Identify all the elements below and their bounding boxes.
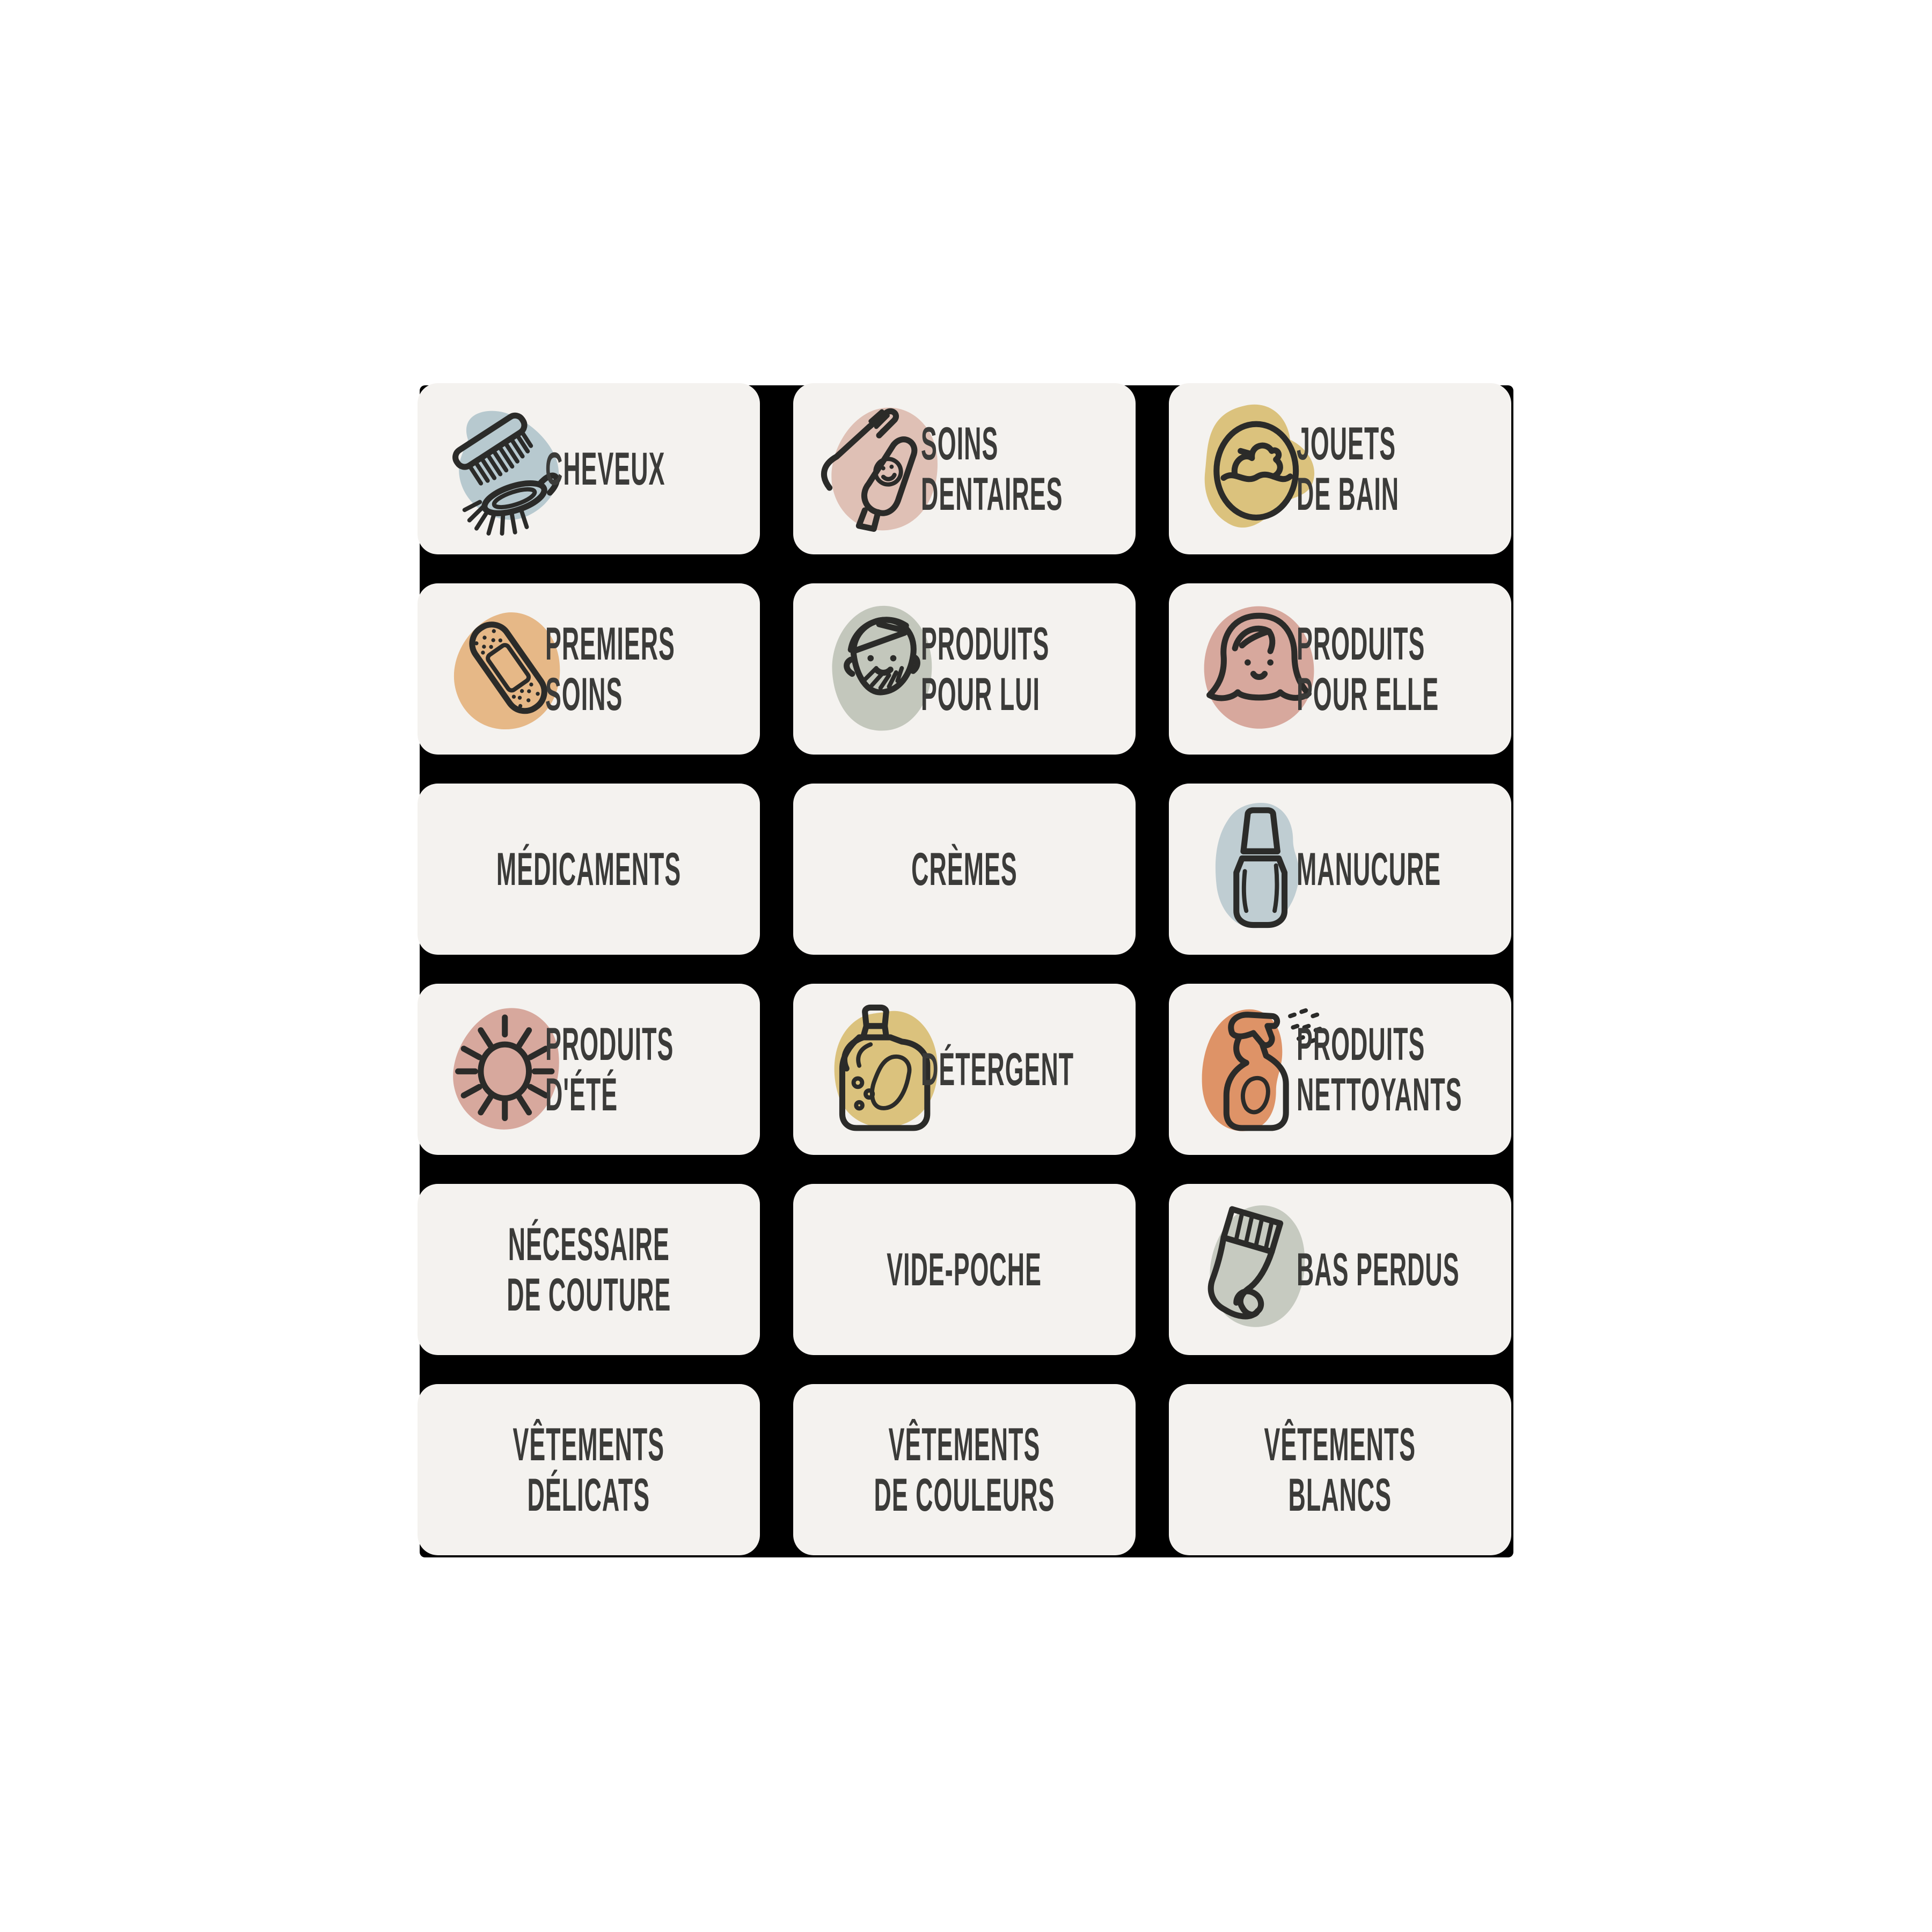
label-line: BLANCS (1288, 1469, 1392, 1521)
label-card-necessaire-de-couture: NÉCESSAIRE DE COUTURE (418, 1184, 760, 1355)
label-card-soins-dentaires: SOINS DENTAIRES (793, 383, 1136, 554)
label-card-medicaments: MÉDICAMENTS (418, 784, 760, 955)
label-line: PRODUITS (921, 618, 1050, 670)
card-label: PRODUITS POUR LUI (921, 583, 1126, 755)
label-line: MÉDICAMENTS (496, 843, 682, 895)
label-card-manucure: MANUCURE (1169, 784, 1511, 955)
label-card-jouets-de-bain: JOUETS DE BAIN (1169, 383, 1511, 554)
label-line: VÊTEMENTS (1264, 1418, 1416, 1470)
card-label: MANUCURE (1297, 784, 1502, 955)
card-label: PREMIERS SOINS (545, 583, 750, 755)
card-label: NÉCESSAIRE DE COUTURE (418, 1184, 760, 1355)
card-label: PRODUITS POUR ELLE (1297, 583, 1502, 755)
label-line: MANUCURE (1297, 843, 1441, 895)
spray-bottle-icon (1188, 994, 1330, 1143)
label-line: PRODUITS (545, 1018, 674, 1070)
label-line: DE COULEURS (874, 1469, 1055, 1521)
card-label: VÊTEMENTS DÉLICATS (418, 1384, 760, 1555)
card-label: VÊTEMENTS DE COULEURS (793, 1384, 1136, 1555)
card-label: JOUETS DE BAIN (1297, 383, 1502, 554)
label-line: DE COUTURE (506, 1269, 671, 1321)
label-line: PREMIERS (545, 618, 675, 670)
nail-polish-bottle-icon (1188, 794, 1330, 942)
label-line: CRÈMES (911, 843, 1018, 895)
card-label: BAS PERDUS (1297, 1184, 1502, 1355)
label-grid: CHEVEUX (418, 383, 1511, 1555)
label-line: DÉLICATS (527, 1469, 650, 1521)
label-line: PRODUITS (1297, 1018, 1425, 1070)
comb-and-hairbrush-icon (437, 394, 579, 542)
card-label: PRODUITS D'ÉTÉ (545, 984, 750, 1155)
card-label: CRÈMES (793, 784, 1136, 955)
label-line: PRODUITS (1297, 618, 1425, 670)
card-label: CHEVEUX (545, 383, 750, 554)
label-card-detergent: DÉTERGENT (793, 984, 1136, 1155)
label-line: POUR LUI (921, 668, 1040, 720)
card-label: PRODUITS NETTOYANTS (1297, 984, 1502, 1155)
toothbrush-and-toothpaste-icon (813, 394, 954, 542)
label-line: VIDE-POCHE (887, 1243, 1042, 1296)
card-label: DÉTERGENT (921, 984, 1126, 1155)
sock-icon (1188, 1195, 1330, 1343)
label-card-vetements-blancs: VÊTEMENTS BLANCS (1169, 1384, 1511, 1555)
label-line: VÊTEMENTS (888, 1418, 1041, 1470)
woman-face-icon (1188, 594, 1330, 742)
label-card-produits-pour-lui: PRODUITS POUR LUI (793, 583, 1136, 755)
label-card-vetements-delicats: VÊTEMENTS DÉLICATS (418, 1384, 760, 1555)
blob-shape (453, 612, 560, 730)
label-line: DÉTERGENT (921, 1043, 1074, 1095)
label-card-cremes: CRÈMES (793, 784, 1136, 955)
label-line: SOINS (545, 668, 623, 720)
label-line: JOUETS (1297, 418, 1396, 470)
label-card-produits-d-ete: PRODUITS D'ÉTÉ (418, 984, 760, 1155)
blob-shape (453, 1008, 559, 1130)
label-line: POUR ELLE (1297, 668, 1439, 720)
label-line: D'ÉTÉ (545, 1069, 618, 1121)
label-card-vetements-de-couleurs: VÊTEMENTS DE COULEURS (793, 1384, 1136, 1555)
card-label: SOINS DENTAIRES (921, 383, 1126, 554)
label-card-premiers-soins: PREMIERS SOINS (418, 583, 760, 755)
sun-icon (437, 994, 579, 1143)
rubber-duck-icon (1188, 394, 1330, 542)
man-face-icon (813, 594, 954, 742)
card-label: MÉDICAMENTS (418, 784, 760, 955)
label-card-produits-pour-elle: PRODUITS POUR ELLE (1169, 583, 1511, 755)
adhesive-bandage-icon (437, 594, 579, 742)
label-line: VÊTEMENTS (513, 1418, 665, 1470)
card-label: VIDE-POCHE (793, 1184, 1136, 1355)
label-card-bas-perdus: BAS PERDUS (1169, 1184, 1511, 1355)
label-card-vide-poche: VIDE-POCHE (793, 1184, 1136, 1355)
label-line: DE BAIN (1297, 468, 1400, 520)
label-line: NÉCESSAIRE (508, 1218, 670, 1270)
card-label: VÊTEMENTS BLANCS (1169, 1384, 1511, 1555)
label-line: NETTOYANTS (1297, 1069, 1462, 1121)
label-line: CHEVEUX (545, 443, 665, 495)
black-backdrop (420, 385, 1513, 1557)
label-line: SOINS (921, 418, 999, 470)
detergent-jug-icon (813, 994, 954, 1143)
label-line: BAS PERDUS (1297, 1243, 1460, 1296)
blob-shape (1210, 1205, 1305, 1327)
label-card-cheveux: CHEVEUX (418, 383, 760, 554)
label-line: DENTAIRES (921, 468, 1063, 520)
label-card-produits-nettoyants: PRODUITS NETTOYANTS (1169, 984, 1511, 1155)
